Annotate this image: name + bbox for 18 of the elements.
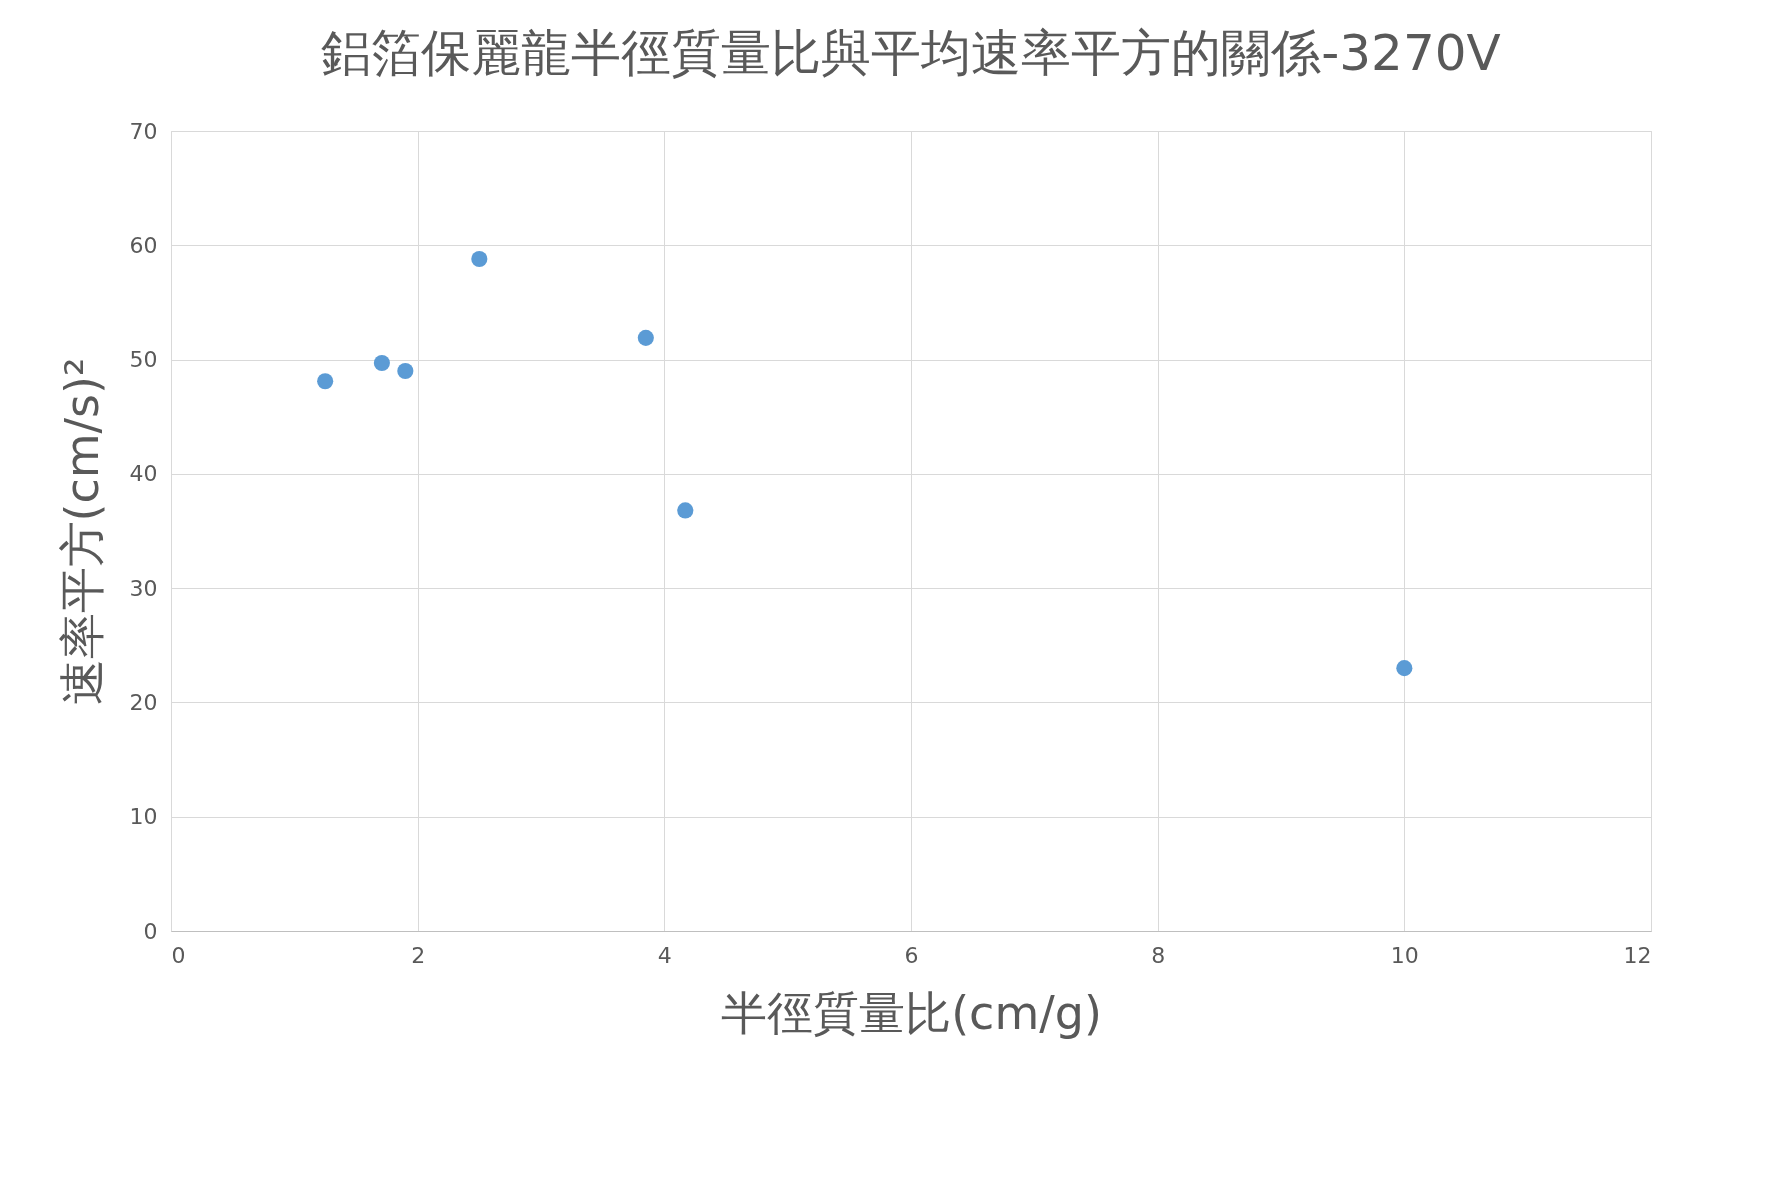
y-tick-label: 10 bbox=[129, 804, 158, 830]
x-tick-label: 2 bbox=[411, 942, 426, 968]
y-tick-label: 40 bbox=[129, 461, 158, 487]
y-tick-label: 20 bbox=[129, 689, 158, 715]
x-tick-label: 8 bbox=[1151, 942, 1166, 968]
x-tick-label: 4 bbox=[657, 942, 672, 968]
x-tick-label: 10 bbox=[1390, 942, 1419, 968]
y-tick-label: 70 bbox=[129, 118, 158, 144]
x-axis-title: 半徑質量比(cm/g) bbox=[721, 985, 1102, 1040]
x-tick-label: 0 bbox=[171, 942, 186, 968]
y-tick-label: 0 bbox=[143, 918, 158, 944]
y-tick-label: 60 bbox=[129, 232, 158, 258]
y-axis-title: 速率平方(cm/s)² bbox=[54, 357, 109, 706]
chart-title: 鋁箔保麗龍半徑質量比與平均速率平方的關係-3270V bbox=[321, 24, 1501, 82]
x-tick-label: 6 bbox=[904, 942, 919, 968]
y-tick-label: 50 bbox=[129, 347, 158, 373]
x-tick-label: 12 bbox=[1623, 942, 1652, 968]
y-tick-label: 30 bbox=[129, 575, 158, 601]
